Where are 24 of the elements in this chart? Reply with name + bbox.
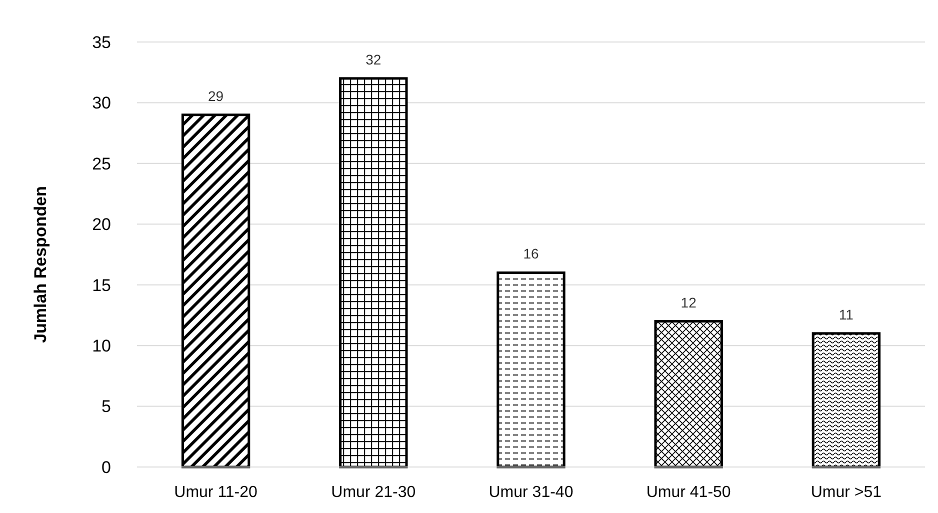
y-tick-label: 0: [102, 458, 111, 477]
data-label: 32: [366, 51, 382, 68]
y-tick-label: 30: [92, 94, 111, 113]
x-tick-label: Umur 31-40: [488, 484, 574, 501]
y-tick-label: 35: [92, 32, 111, 52]
y-tick-label: 25: [92, 154, 111, 174]
x-tick-label: Umur 21-30: [331, 484, 416, 501]
y-tick-label: 10: [92, 336, 111, 356]
data-label: 12: [680, 294, 697, 310]
bar: [654, 320, 723, 468]
data-label: 16: [523, 246, 539, 262]
bar: [812, 332, 881, 468]
y-tick-label: 20: [92, 215, 111, 234]
bar: [496, 271, 566, 468]
x-tick-label: Umur 11-20: [174, 484, 258, 501]
data-label: 11: [838, 306, 854, 322]
y-tick-label: 15: [92, 276, 111, 295]
y-tick-label: 5: [102, 397, 111, 416]
y-axis-title: Jumlah Responden: [31, 186, 50, 343]
bar: [181, 114, 250, 468]
data-label: 29: [208, 88, 224, 104]
x-tick-label: Umur >51: [810, 484, 882, 501]
bar: [339, 77, 408, 468]
x-tick-label: Umur 41-50: [646, 484, 731, 501]
